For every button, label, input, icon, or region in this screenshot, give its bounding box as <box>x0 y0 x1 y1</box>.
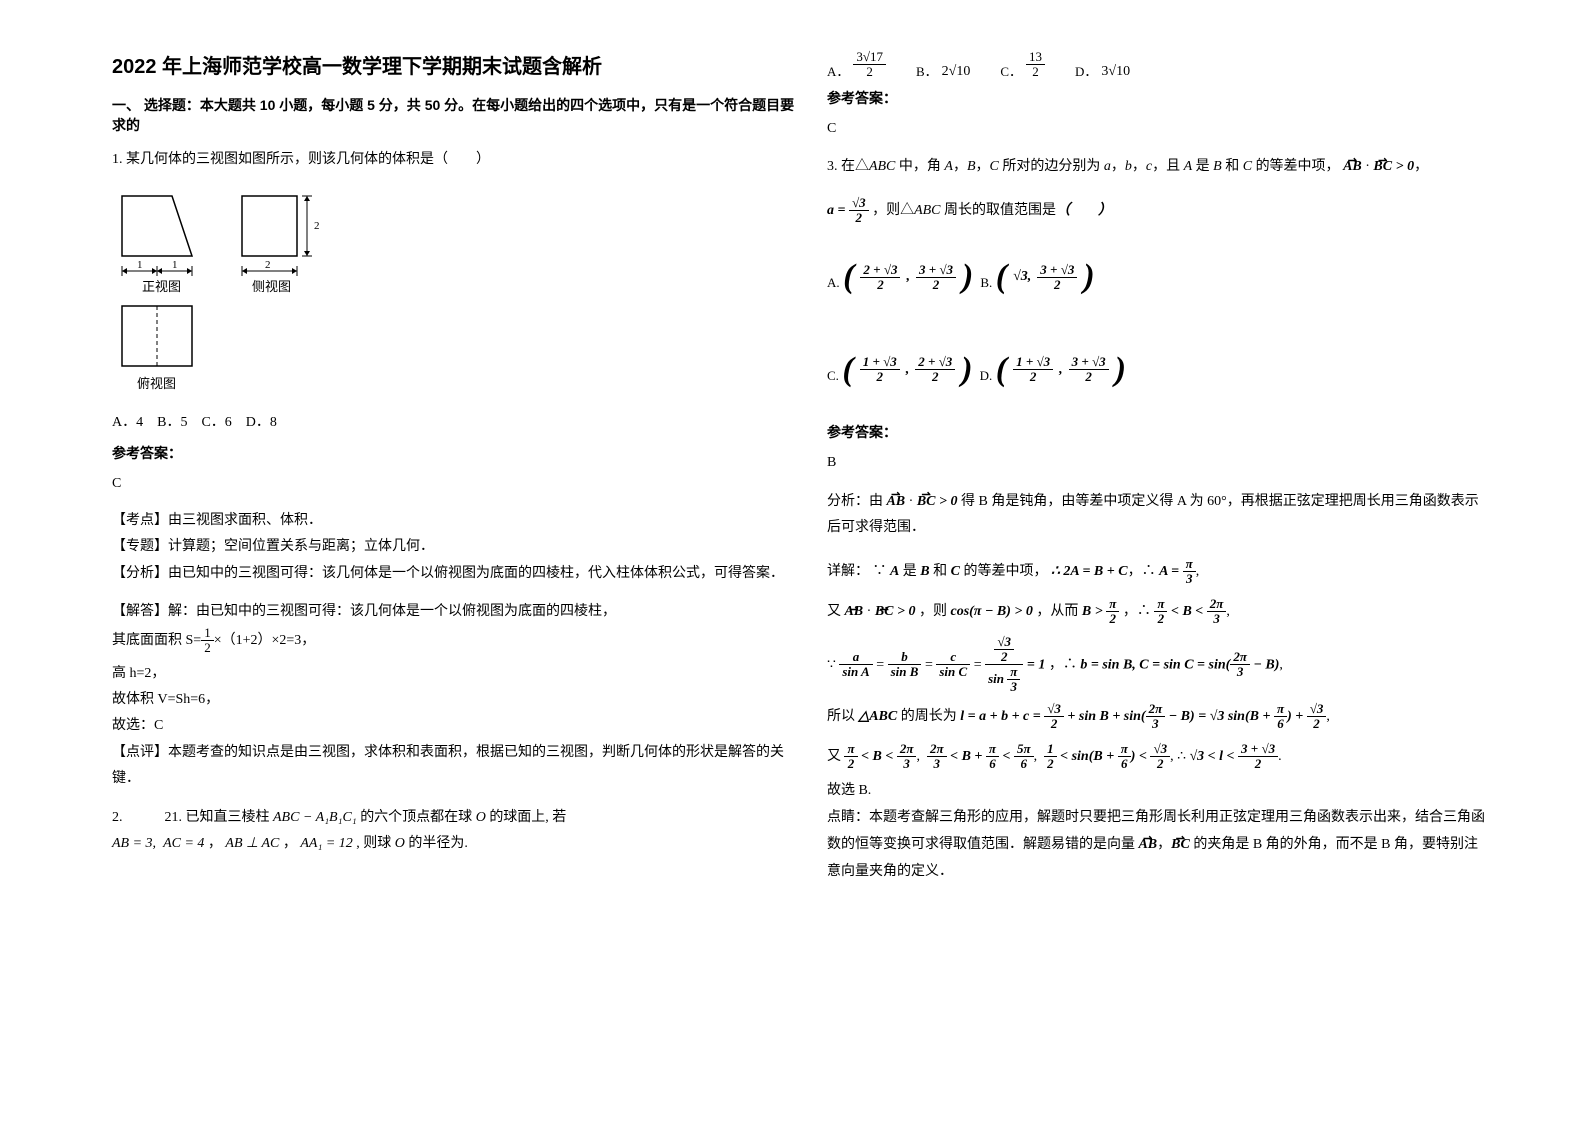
q3-answer-label: 参考答案： <box>827 422 1485 442</box>
svg-text:侧视图: 侧视图 <box>252 279 291 294</box>
q2-choice-b: B． 2√10 <box>916 61 970 80</box>
question-3: 3. 在△ABC 中，角 A，B，C 所对的边分别为 a，b，c，且 A 是 B… <box>827 154 1485 181</box>
q1-h: 高 h=2， <box>112 662 803 682</box>
q3-detail-2: 又 AB · BC > 0 ，则 cos(π − B) > 0 ，从而 B > … <box>827 594 1485 630</box>
q2-choice-a: A． 3√172 <box>827 50 886 80</box>
svg-text:1: 1 <box>172 259 178 271</box>
q1-tag-1: 【考点】由三视图求面积、体积． <box>112 509 803 529</box>
q1-tag-3: 【分析】由已知中的三视图可得：该几何体是一个以俯视图为底面的四棱柱，代入柱体体积… <box>112 561 803 588</box>
q1-sel: 故选：C <box>112 714 803 734</box>
question-1: 1. 某几何体的三视图如图所示，则该几何体的体积是（ ） <box>112 147 803 174</box>
section-1-header: 一、 选择题：本大题共 10 小题，每小题 5 分，共 50 分。在每小题给出的… <box>112 95 803 135</box>
svg-text:正视图: 正视图 <box>142 279 181 294</box>
svg-text:2: 2 <box>314 220 320 232</box>
q1-v: 故体积 V=Sh=6， <box>112 688 803 708</box>
q2-choice-d: D． 3√10 <box>1075 61 1130 80</box>
q3-choices-row1: A. 2 + √32, 3 + √32 B. √3, 3 + √32 <box>827 233 1485 321</box>
q3-detail-1: 详解： ∵ A 是 B 和 C 的等差中项， ∴ 2A = B + C，∴ A … <box>827 554 1485 590</box>
question-2: 2. 21. 已知直三棱柱 ABC − A₁B₁C₁ 的六个顶点都在球 O 的球… <box>112 805 803 858</box>
q3-choice-a: 2 + √32, 3 + √32 <box>843 233 973 321</box>
page-title: 2022 年上海师范学校高一数学理下学期期末试题含解析 <box>112 50 803 79</box>
vec-ab: AB <box>1343 159 1362 174</box>
q3-choice-c: 1 + √32, 2 + √32 <box>842 326 972 414</box>
svg-text:2: 2 <box>265 259 271 271</box>
left-column: 2022 年上海师范学校高一数学理下学期期末试题含解析 一、 选择题：本大题共 … <box>100 50 815 1092</box>
q3-choices-row2: C. 1 + √32, 2 + √32 D. 1 + √32, 3 + √32 <box>827 326 1485 414</box>
q1-text: 1. 某几何体的三视图如图所示，则该几何体的体积是（ ） <box>112 152 490 167</box>
q3-analysis: 分析：由 AB · BC > 0 得 B 角是钝角，由等差中项定义得 A 为 6… <box>827 489 1485 542</box>
q1-tag-2: 【专题】计算题；空间位置关系与距离；立体几何． <box>112 535 803 555</box>
svg-text:俯视图: 俯视图 <box>137 376 176 391</box>
vec-bc: BC <box>1373 159 1392 174</box>
q2-prism: ABC − A₁B₁C₁ <box>273 810 357 825</box>
q3-detail-3: ∵ asin A = bsin B = csin C = √32sin π3 =… <box>827 635 1485 695</box>
q3-a-eq: a = √32 ，则△ABC 周长的取值范围是（ ） <box>827 193 1485 229</box>
q3-detail-4: 所以 △ABC 的周长为 l = a + b + c = √32 + sin B… <box>827 699 1485 735</box>
q3-choice-d: 1 + √32, 3 + √32 <box>996 326 1126 414</box>
q1-answer: C <box>112 471 803 498</box>
q1-choices: A．4 B．5 C．6 D．8 <box>112 410 803 435</box>
q3-detail-5: 又 π2 < B < 2π3, 2π3 < B + π6 < 5π6, 12 <… <box>827 739 1485 775</box>
q3-choice-b: √3, 3 + √32 <box>996 233 1095 321</box>
svg-text:1: 1 <box>137 259 143 271</box>
q1-tag-5: 【点评】本题考查的知识点是由三视图，求体积和表面积，根据已知的三视图，判断几何体… <box>112 740 803 793</box>
q3-answer: B <box>827 450 1485 477</box>
q1-diagram: 1 1 正视图 2 2 侧视图 俯视图 <box>112 186 803 396</box>
q1-tag-4: 【解答】解：由已知中的三视图可得：该几何体是一个以俯视图为底面的四棱柱， <box>112 600 803 620</box>
frac-1-2: 12 <box>201 626 214 656</box>
q1-answer-label: 参考答案： <box>112 443 803 463</box>
q3-final: 故选 B. <box>827 779 1485 799</box>
q2-choices: A． 3√172 B． 2√10 C． 132 D． 3√10 <box>827 50 1485 80</box>
q2-answer: C <box>827 116 1485 143</box>
q3-comment: 点睛：本题考查解三角形的应用，解题时只要把三角形周长利用正弦定理用三角函数表示出… <box>827 805 1485 885</box>
q2-choice-c: C． 132 <box>1000 50 1045 80</box>
q1-base: 其底面面积 S=12×（1+2）×2=3， <box>112 626 803 656</box>
right-column: A． 3√172 B． 2√10 C． 132 D． 3√10 参考答案： C … <box>815 50 1497 1092</box>
q2-answer-label: 参考答案： <box>827 88 1485 108</box>
